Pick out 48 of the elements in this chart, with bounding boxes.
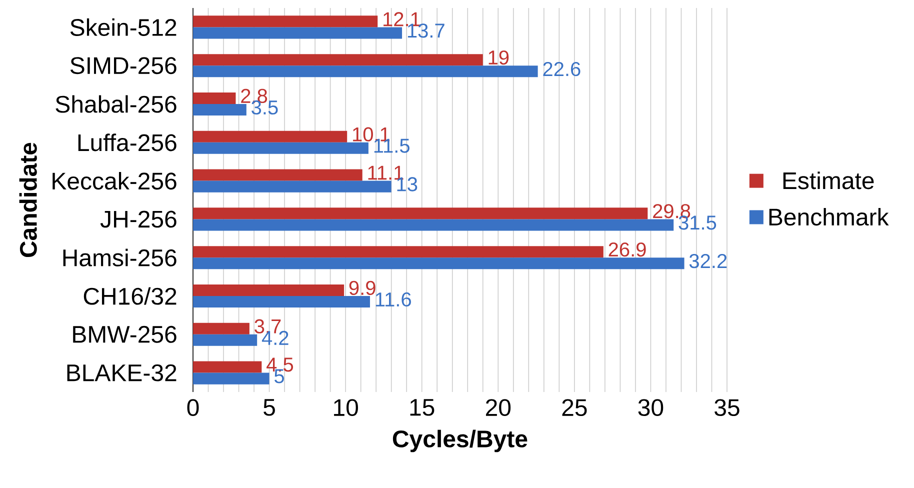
bar xyxy=(193,258,684,270)
bar xyxy=(193,104,246,116)
y-tick-label: Skein-512 xyxy=(70,18,176,36)
bar xyxy=(193,322,250,334)
bar xyxy=(193,246,604,258)
y-tick-label: Hamsi-256 xyxy=(63,248,176,266)
x-tick-label: 30 xyxy=(638,399,664,416)
y-tick-label: Keccak-256 xyxy=(52,172,176,190)
y-tick-label: Shabal-256 xyxy=(56,95,176,113)
bar xyxy=(193,142,368,154)
bar xyxy=(193,27,402,39)
data-label: 9.9 xyxy=(349,280,376,296)
y-axis-title: Candidate xyxy=(19,142,37,258)
bar xyxy=(193,130,348,142)
data-label: 22.6 xyxy=(543,62,580,76)
data-label: 19 xyxy=(488,50,509,65)
x-tick-label: 0 xyxy=(187,399,199,416)
y-tick-label: Luffa-256 xyxy=(78,134,176,152)
y-tick-label: SIMD-256 xyxy=(70,57,176,74)
bar xyxy=(193,92,236,104)
x-axis-title: Cycles/Byte xyxy=(392,430,528,452)
bar xyxy=(193,334,258,346)
bar xyxy=(193,296,370,308)
bar xyxy=(193,169,362,181)
bar xyxy=(193,208,648,220)
x-tick-label: 5 xyxy=(264,399,275,416)
x-tick-label: 15 xyxy=(410,399,434,416)
x-tick-label: 20 xyxy=(486,399,511,416)
bar xyxy=(193,180,392,192)
y-tick-label: JH-256 xyxy=(100,210,176,228)
y-tick-label: BMW-256 xyxy=(73,326,176,343)
legend-label: Benchmark xyxy=(769,208,889,226)
y-tick-label: CH16/32 xyxy=(84,287,176,305)
data-label: 26.9 xyxy=(608,242,646,257)
y-tick-label: BLAKE-32 xyxy=(67,364,176,382)
bar xyxy=(193,372,270,384)
bar xyxy=(193,361,262,373)
data-label: 32.2 xyxy=(689,254,727,268)
bar xyxy=(193,54,483,66)
x-tick-label: 35 xyxy=(714,399,740,416)
legend-label: Estimate xyxy=(783,172,874,190)
x-tick-label: 10 xyxy=(334,399,358,416)
data-label: 11.6 xyxy=(376,292,411,307)
x-tick-label: 25 xyxy=(562,399,587,416)
bar xyxy=(193,284,344,296)
bar xyxy=(193,66,538,78)
bar xyxy=(193,219,674,231)
bar xyxy=(193,16,378,28)
